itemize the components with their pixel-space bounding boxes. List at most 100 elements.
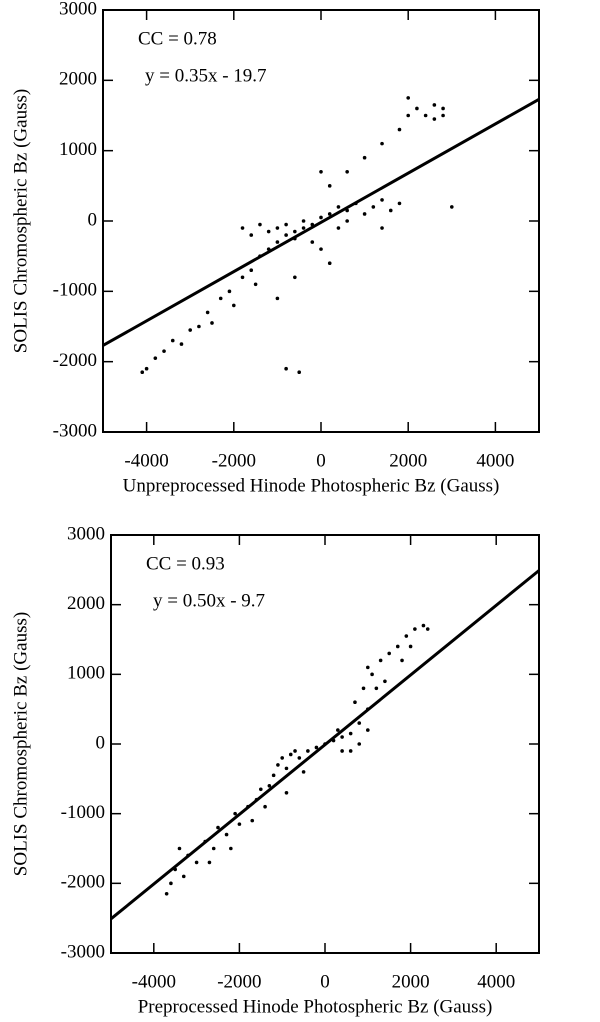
point [293,749,297,753]
point [450,205,454,209]
point [380,141,384,146]
y-tick-label: -3000 [61,941,105,962]
point [357,721,362,725]
point [275,240,280,244]
point [327,184,332,188]
point [216,825,220,830]
point [366,665,370,670]
x-axis-label: Preprocessed Hinode Photospheric Bz (Gau… [138,996,493,1017]
point [144,366,149,371]
point [374,686,379,691]
y-tick-label: 1000 [59,139,97,160]
y-tick-label: -2000 [61,872,105,893]
y-tick-label: 1000 [67,663,105,684]
point [319,215,323,220]
point [306,749,310,753]
point [218,296,223,301]
point [284,366,288,371]
point [288,752,293,757]
point [194,860,199,865]
point [353,700,357,704]
point [293,275,297,280]
x-tick-label: 4000 [477,971,515,992]
x-tick-label: 2000 [392,971,430,992]
point [293,229,297,234]
point [240,275,245,280]
point [421,623,426,628]
point [232,303,236,308]
point [319,169,323,174]
point [205,310,210,315]
point [284,233,288,237]
point [301,219,306,223]
point [397,127,402,132]
point [153,356,158,360]
point [259,787,263,792]
y-tick-label: -1000 [53,280,97,301]
point [177,846,182,851]
point [345,219,349,223]
point [425,627,430,631]
point [237,822,242,826]
point [357,742,362,746]
point [388,208,393,213]
x-tick-label: 0 [316,450,326,471]
point [275,296,280,301]
y-tick-label: -2000 [53,350,97,371]
point [249,268,254,273]
point [380,198,384,202]
y-axis-label: SOLIS Chromospheric Bz (Gauss) [10,89,31,353]
point [240,226,245,230]
x-tick-label: -2000 [212,450,256,471]
point [280,756,285,760]
point [266,229,271,234]
point [224,832,229,837]
point [383,679,387,684]
point [370,672,374,677]
point [258,222,262,227]
point [164,891,169,896]
point [319,247,323,251]
point [406,96,411,100]
x-tick-label: 4000 [476,450,514,471]
point [362,212,367,216]
point [336,205,341,209]
point [327,212,332,216]
point [336,226,341,230]
point [432,117,437,121]
point [227,289,232,294]
annotation: CC = 0.93 [146,553,225,574]
point [348,749,353,753]
point [361,686,366,691]
point [310,240,315,244]
annotation: y = 0.50x - 9.7 [153,590,265,611]
fit-line [110,569,540,921]
point [297,370,302,375]
point [301,770,306,774]
point [284,790,289,795]
point [406,113,411,118]
point [336,728,340,732]
point [276,763,280,767]
x-tick-label: -4000 [124,450,168,471]
y-tick-label: -3000 [53,420,97,441]
point [415,106,419,111]
point [441,106,445,111]
x-tick-label: -4000 [132,971,176,992]
point [162,349,166,353]
point [371,205,376,209]
point [378,658,383,663]
x-tick-label: 0 [320,971,330,992]
point [267,784,272,788]
point [366,728,370,732]
point [284,766,289,771]
point [413,627,417,631]
point [188,328,192,332]
y-tick-label: 2000 [67,593,105,614]
point [432,103,437,107]
point [387,651,392,656]
point [404,634,409,638]
point [284,222,288,227]
point [301,226,306,230]
